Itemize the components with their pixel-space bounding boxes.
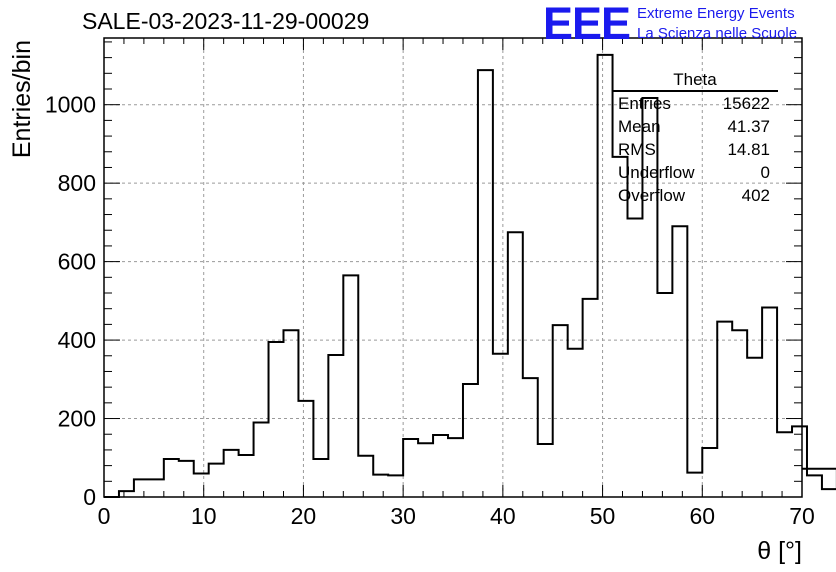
x-tick-label: 50: [590, 503, 616, 529]
stats-value: 41.37: [727, 117, 770, 136]
x-axis-label: θ [°]: [757, 537, 802, 565]
histogram-series: [104, 53, 836, 498]
y-tick-label: 0: [83, 484, 96, 510]
stats-row-overflow: Overflow 402: [612, 184, 778, 207]
chart-title: SALE-03-2023-11-29-00029: [82, 8, 370, 34]
stats-label: RMS: [618, 140, 656, 159]
logo-caption: Extreme Energy Events La Scienza nelle S…: [637, 4, 797, 44]
stats-title: Theta: [612, 70, 778, 92]
stats-label: Overflow: [618, 186, 686, 205]
y-tick-label: 1000: [45, 92, 96, 118]
stats-value: 0: [760, 163, 770, 182]
logo-line-1: Extreme Energy Events: [637, 5, 795, 22]
x-tick-label: 0: [98, 503, 111, 529]
stats-row-entries: Entries 15622: [612, 92, 778, 115]
eee-logo-icon: EEE: [543, 0, 631, 49]
y-tick-label: 200: [58, 406, 96, 432]
y-tick-label: 800: [58, 170, 96, 196]
stats-label: Mean: [618, 117, 661, 136]
stats-value: 402: [741, 186, 770, 205]
stats-row-underflow: Underflow 0: [612, 161, 778, 184]
x-tick-label: 20: [291, 503, 317, 529]
stats-box: Theta Entries 15622 Mean 41.37 RMS 14.81…: [612, 70, 778, 207]
x-tick-label: 70: [789, 503, 815, 529]
stats-label: Underflow: [618, 163, 695, 182]
stats-value: 14.81: [727, 140, 770, 159]
x-tick-label: 40: [490, 503, 516, 529]
stats-row-mean: Mean 41.37: [612, 115, 778, 138]
plot-frame: [103, 37, 803, 498]
logo-line-2: La Scienza nelle Scuole: [637, 25, 798, 42]
y-axis-label: Entries/bin: [8, 40, 36, 158]
y-tick-label: 600: [58, 249, 96, 275]
stats-row-rms: RMS 14.81: [612, 138, 778, 161]
stats-label: Entries: [618, 94, 671, 113]
y-tick-label: 400: [58, 327, 96, 353]
x-tick-label: 10: [191, 503, 217, 529]
stats-value: 15622: [722, 94, 770, 113]
x-tick-label: 60: [689, 503, 715, 529]
x-tick-label: 30: [390, 503, 416, 529]
